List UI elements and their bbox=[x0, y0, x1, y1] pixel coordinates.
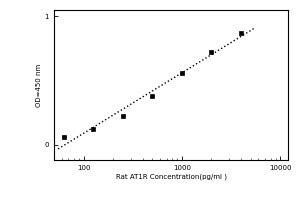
Y-axis label: OD=450 nm: OD=450 nm bbox=[36, 63, 42, 107]
X-axis label: Rat AT1R Concentration(pg/ml ): Rat AT1R Concentration(pg/ml ) bbox=[116, 174, 226, 180]
